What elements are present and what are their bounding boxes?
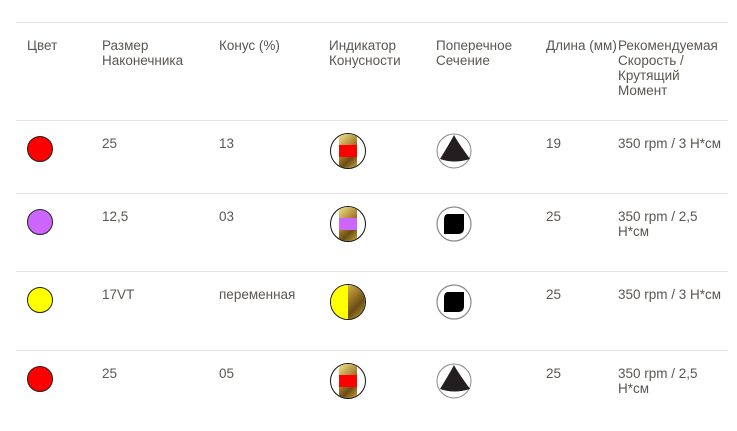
speed-cell: 350 rpm / 3 Н*см: [618, 120, 728, 194]
size-cell: 17VT: [102, 271, 219, 351]
length-cell: 19: [546, 120, 618, 194]
length-cell: 25: [546, 271, 618, 351]
header-row: Цвет Размер Наконечника Конус (%) Индика…: [16, 22, 728, 121]
header-speed: Рекомендуемая Скорость / Крутящий Момент: [618, 22, 728, 121]
color-dot: [27, 209, 53, 235]
taper-cell: 03: [219, 193, 329, 272]
taper-cell: переменная: [219, 271, 329, 351]
length-cell: 25: [546, 193, 618, 272]
taper-cell: 05: [219, 350, 329, 426]
taper-indicator-icon: [330, 133, 366, 169]
table-row: 25 13 19 350 rpm / 3 Н*см: [16, 120, 728, 194]
header-size: Размер Наконечника: [102, 22, 219, 121]
triangle-section-icon: [436, 133, 472, 169]
table-row: 25 05 25 350 rpm / 2,5 Н*см: [16, 350, 728, 426]
size-cell: 25: [102, 350, 219, 426]
speed-cell: 350 rpm / 2,5 Н*см: [618, 350, 728, 426]
header-indicator: Индикатор Конусности: [329, 22, 436, 121]
speed-cell: 350 rpm / 3 Н*см: [618, 271, 728, 351]
header-taper: Конус (%): [219, 22, 329, 121]
speed-cell: 350 rpm / 2,5 Н*см: [618, 193, 728, 272]
taper-indicator-icon: [330, 363, 366, 399]
table-row: 17VT переменная 25 350 rpm / 3 Н*см: [16, 271, 728, 351]
square-section-icon: [436, 206, 472, 242]
size-cell: 12,5: [102, 193, 219, 272]
header-section: Поперечное Сечение: [436, 22, 546, 121]
size-cell: 25: [102, 120, 219, 194]
header-length: Длина (мм): [546, 22, 618, 121]
color-dot: [27, 136, 53, 162]
triangle-section-icon: [436, 363, 472, 399]
file-spec-table: Цвет Размер Наконечника Конус (%) Индика…: [16, 22, 728, 426]
color-dot: [27, 287, 53, 313]
taper-indicator-icon: [330, 284, 366, 320]
length-cell: 25: [546, 350, 618, 426]
square-section-icon: [436, 284, 472, 320]
header-color: Цвет: [16, 22, 102, 121]
taper-cell: 13: [219, 120, 329, 194]
table-row: 12,5 03 25 350 rpm / 2,5 Н*см: [16, 193, 728, 272]
color-dot: [27, 366, 53, 392]
taper-indicator-icon: [330, 206, 366, 242]
